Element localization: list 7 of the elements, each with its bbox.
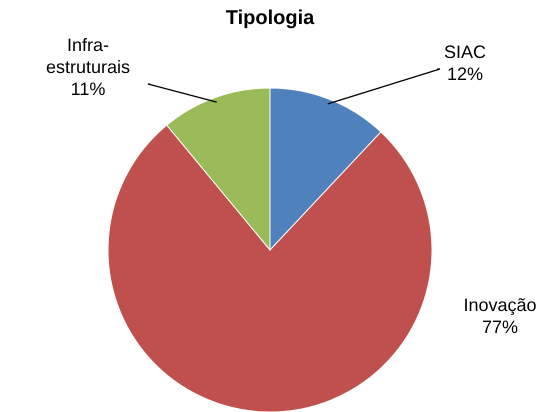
slice-label: SIAC [444, 42, 486, 62]
slice-label: Infra-estruturais [46, 35, 130, 77]
data-label: 12% [446, 64, 484, 84]
slice-label: Inovação [463, 295, 537, 315]
chart-title: Tipologia [226, 7, 316, 29]
data-label: 11% [70, 79, 106, 99]
data-label: 77% [482, 317, 518, 337]
